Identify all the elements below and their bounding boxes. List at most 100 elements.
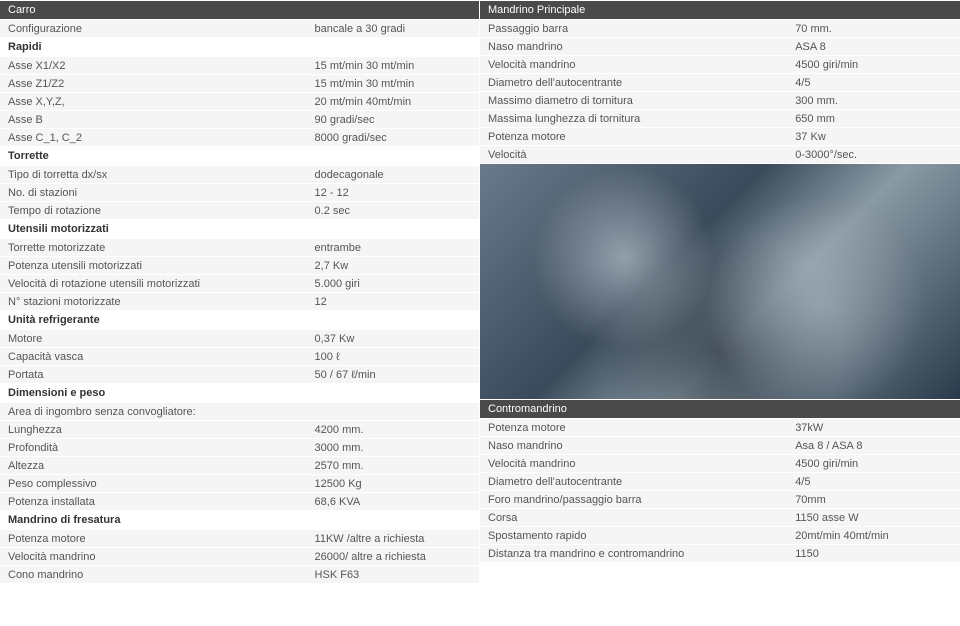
spec-label: Naso mandrino xyxy=(480,38,787,55)
spec-row: Capacità vasca100 ℓ xyxy=(0,348,479,365)
spec-label: Spostamento rapido xyxy=(480,527,787,544)
spec-row: Tipo di torretta dx/sxdodecagonale xyxy=(0,166,479,183)
spec-label: No. di stazioni xyxy=(0,184,307,201)
spec-row: Peso complessivo12500 Kg xyxy=(0,475,479,492)
spec-row: Distanza tra mandrino e contromandrino11… xyxy=(480,545,960,562)
spec-value: 70 mm. xyxy=(787,20,960,37)
spec-row: Configurazionebancale a 30 gradi xyxy=(0,20,479,37)
spec-row: Spostamento rapido20mt/min 40mt/min xyxy=(480,527,960,544)
spec-value: 12 - 12 xyxy=(307,184,479,201)
subheader-row: Torrette xyxy=(0,147,479,165)
spec-label: Corsa xyxy=(480,509,787,526)
right-top-block: Mandrino PrincipalePassaggio barra70 mm.… xyxy=(480,0,960,399)
spec-value: 4200 mm. xyxy=(307,421,479,438)
spec-value: 90 gradi/sec xyxy=(307,111,479,128)
spec-row: Diametro dell'autocentrante4/5 xyxy=(480,74,960,91)
spec-value: 0-3000°/sec. xyxy=(787,146,960,163)
spec-value: dodecagonale xyxy=(307,166,479,183)
spec-label: Profondità xyxy=(0,439,307,456)
spec-value: 20 mt/min 40mt/min xyxy=(307,93,479,110)
spec-label: Naso mandrino xyxy=(480,437,787,454)
spec-label: Diametro dell'autocentrante xyxy=(480,74,787,91)
spec-row: Massimo diametro di tornitura300 mm. xyxy=(480,92,960,109)
spec-value: entrambe xyxy=(307,239,479,256)
spec-row: Asse X1/X215 mt/min 30 mt/min xyxy=(0,57,479,74)
spec-value: 12 xyxy=(307,293,479,310)
spec-value: 4500 giri/min xyxy=(787,455,960,472)
spec-value: 4500 giri/min xyxy=(787,56,960,73)
machine-photo-top xyxy=(480,164,960,399)
spec-label: Potenza motore xyxy=(0,530,307,547)
spec-label: Velocità xyxy=(480,146,787,163)
right-bottom-block: ContromandrinoPotenza motore37kWNaso man… xyxy=(480,399,960,563)
subheader-cell: Dimensioni e peso xyxy=(0,384,479,402)
spec-row: Velocità mandrino26000/ altre a richiest… xyxy=(0,548,479,565)
spec-label: Velocità mandrino xyxy=(480,455,787,472)
spec-value: 4/5 xyxy=(787,74,960,91)
header-cell: Mandrino Principale xyxy=(480,1,960,19)
spec-row: Portata50 / 67 ℓ/min xyxy=(0,366,479,383)
subheader-row: Rapidi xyxy=(0,38,479,56)
spec-row: Potenza installata68,6 KVA xyxy=(0,493,479,510)
spec-row: Area di ingombro senza convogliatore: xyxy=(0,403,479,420)
spec-value: 3000 mm. xyxy=(307,439,479,456)
spec-row: Potenza motore37kW xyxy=(480,419,960,436)
spec-table-left: CarroConfigurazionebancale a 30 gradiRap… xyxy=(0,0,479,584)
spec-row: Motore0,37 Kw xyxy=(0,330,479,347)
spec-row: Naso mandrinoASA 8 xyxy=(480,38,960,55)
spec-value: 4/5 xyxy=(787,473,960,490)
spec-row: Asse Z1/Z215 mt/min 30 mt/min xyxy=(0,75,479,92)
spec-row: Potenza motore37 Kw xyxy=(480,128,960,145)
subheader-cell: Unità refrigerante xyxy=(0,311,479,329)
spec-value: 15 mt/min 30 mt/min xyxy=(307,75,479,92)
spec-row: Velocità di rotazione utensili motorizza… xyxy=(0,275,479,292)
spec-label: Tipo di torretta dx/sx xyxy=(0,166,307,183)
spec-label: Potenza installata xyxy=(0,493,307,510)
spec-value: 1150 xyxy=(787,545,960,562)
subheader-cell: Mandrino di fresatura xyxy=(0,511,479,529)
spec-row: Lunghezza4200 mm. xyxy=(0,421,479,438)
spec-label: Tempo di rotazione xyxy=(0,202,307,219)
header-row: Contromandrino xyxy=(480,400,960,418)
spec-label: Velocità mandrino xyxy=(0,548,307,565)
subheader-row: Mandrino di fresatura xyxy=(0,511,479,529)
spec-label: Potenza motore xyxy=(480,128,787,145)
subheader-cell: Rapidi xyxy=(0,38,479,56)
subheader-row: Unità refrigerante xyxy=(0,311,479,329)
spec-row: Velocità0-3000°/sec. xyxy=(480,146,960,163)
spec-label: Asse X,Y,Z, xyxy=(0,93,307,110)
spec-row: Tempo di rotazione0.2 sec xyxy=(0,202,479,219)
spec-value: 300 mm. xyxy=(787,92,960,109)
spec-label: Potenza utensili motorizzati xyxy=(0,257,307,274)
spec-label: N° stazioni motorizzate xyxy=(0,293,307,310)
spec-value: 100 ℓ xyxy=(307,348,479,365)
spec-label: Velocità di rotazione utensili motorizza… xyxy=(0,275,307,292)
header-cell: Contromandrino xyxy=(480,400,960,418)
spec-label: Torrette motorizzate xyxy=(0,239,307,256)
spec-value: 1150 asse W xyxy=(787,509,960,526)
spec-row: Asse B90 gradi/sec xyxy=(0,111,479,128)
spec-row: Altezza2570 mm. xyxy=(0,457,479,474)
spec-value: 2,7 Kw xyxy=(307,257,479,274)
left-column: CarroConfigurazionebancale a 30 gradiRap… xyxy=(0,0,480,626)
spec-value: bancale a 30 gradi xyxy=(307,20,479,37)
spec-table-right-bottom: ContromandrinoPotenza motore37kWNaso man… xyxy=(480,399,960,563)
spec-row: Massima lunghezza di tornitura650 mm xyxy=(480,110,960,127)
spec-value: 0.2 sec xyxy=(307,202,479,219)
spec-table-right-top: Mandrino PrincipalePassaggio barra70 mm.… xyxy=(480,0,960,164)
spec-label: Peso complessivo xyxy=(0,475,307,492)
spec-value: 2570 mm. xyxy=(307,457,479,474)
subheader-row: Utensili motorizzati xyxy=(0,220,479,238)
spec-label: Massimo diametro di tornitura xyxy=(480,92,787,109)
spec-label: Asse B xyxy=(0,111,307,128)
spec-label: Portata xyxy=(0,366,307,383)
spec-label: Asse Z1/Z2 xyxy=(0,75,307,92)
spec-value: 20mt/min 40mt/min xyxy=(787,527,960,544)
spec-row: Torrette motorizzateentrambe xyxy=(0,239,479,256)
spec-label: Configurazione xyxy=(0,20,307,37)
spec-row: Corsa1150 asse W xyxy=(480,509,960,526)
spec-row: Cono mandrinoHSK F63 xyxy=(0,566,479,583)
spec-label: Lunghezza xyxy=(0,421,307,438)
spec-row: Velocità mandrino4500 giri/min xyxy=(480,455,960,472)
spec-row: Diametro dell'autocentrante4/5 xyxy=(480,473,960,490)
